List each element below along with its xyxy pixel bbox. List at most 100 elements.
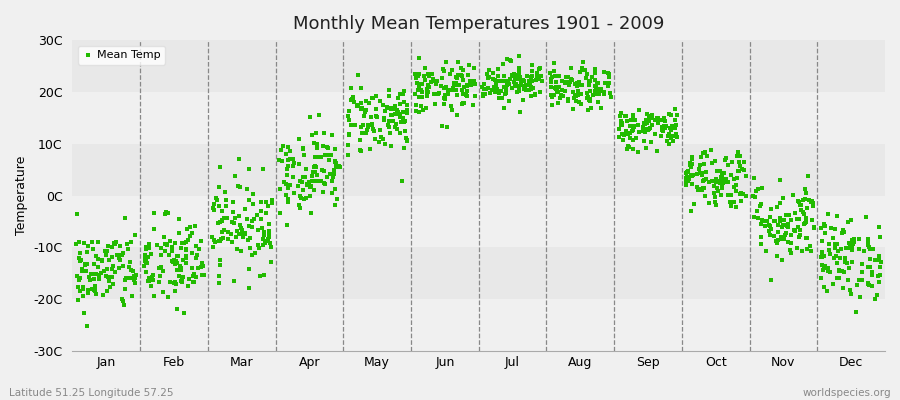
- Mean Temp: [273, 186, 287, 192]
- Mean Temp: [443, 71, 457, 77]
- Mean Temp: [194, 260, 209, 267]
- Mean Temp: [116, 298, 130, 304]
- Mean Temp: [323, 152, 338, 158]
- Mean Temp: [71, 284, 86, 291]
- Mean Temp: [457, 100, 472, 106]
- Mean Temp: [459, 92, 473, 98]
- Mean Temp: [726, 184, 741, 190]
- Mean Temp: [171, 253, 185, 260]
- Mean Temp: [733, 163, 747, 170]
- Legend: Mean Temp: Mean Temp: [78, 46, 165, 64]
- Title: Monthly Mean Temperatures 1901 - 2009: Monthly Mean Temperatures 1901 - 2009: [293, 15, 664, 33]
- Mean Temp: [229, 234, 243, 240]
- Mean Temp: [614, 118, 628, 124]
- Mean Temp: [424, 79, 438, 86]
- Mean Temp: [640, 126, 654, 132]
- Mean Temp: [476, 91, 491, 97]
- Mean Temp: [455, 67, 470, 74]
- Mean Temp: [601, 82, 616, 88]
- Mean Temp: [796, 197, 811, 204]
- Mean Temp: [167, 279, 182, 286]
- Mean Temp: [747, 214, 761, 220]
- Mean Temp: [638, 145, 652, 152]
- Mean Temp: [446, 85, 461, 92]
- Mean Temp: [816, 253, 831, 259]
- Mean Temp: [603, 94, 617, 100]
- Mean Temp: [138, 254, 152, 260]
- Mean Temp: [682, 162, 697, 168]
- Mean Temp: [479, 86, 493, 92]
- Mean Temp: [806, 225, 821, 231]
- Mean Temp: [408, 71, 422, 78]
- Mean Temp: [281, 184, 295, 191]
- Mean Temp: [323, 170, 338, 177]
- Mean Temp: [189, 242, 203, 249]
- Mean Temp: [426, 76, 440, 82]
- Mean Temp: [107, 241, 122, 248]
- Mean Temp: [170, 260, 184, 267]
- Mean Temp: [264, 258, 278, 265]
- Mean Temp: [122, 259, 137, 265]
- Mean Temp: [527, 91, 542, 98]
- Mean Temp: [476, 86, 491, 92]
- Mean Temp: [212, 184, 226, 190]
- Mean Temp: [759, 248, 773, 254]
- Mean Temp: [686, 172, 700, 178]
- Mean Temp: [70, 273, 85, 279]
- Mean Temp: [502, 75, 517, 82]
- Mean Temp: [295, 178, 310, 185]
- Mean Temp: [428, 101, 442, 107]
- Mean Temp: [762, 214, 777, 220]
- Mean Temp: [416, 106, 430, 113]
- Mean Temp: [320, 145, 335, 152]
- Mean Temp: [715, 183, 729, 189]
- Mean Temp: [78, 262, 93, 269]
- Mean Temp: [99, 272, 113, 279]
- Mean Temp: [818, 230, 832, 236]
- Mean Temp: [397, 144, 411, 151]
- Mean Temp: [297, 152, 311, 158]
- Mean Temp: [209, 195, 223, 202]
- Mean Temp: [415, 81, 429, 88]
- Mean Temp: [241, 236, 256, 243]
- Mean Temp: [690, 184, 705, 190]
- Mean Temp: [524, 93, 538, 100]
- Mean Temp: [368, 106, 382, 113]
- Mean Temp: [315, 167, 329, 174]
- Mean Temp: [669, 122, 683, 129]
- Mean Temp: [397, 119, 411, 125]
- Mean Temp: [863, 256, 878, 262]
- Mean Temp: [549, 84, 563, 90]
- Mean Temp: [166, 259, 181, 266]
- Mean Temp: [521, 78, 535, 84]
- Mean Temp: [618, 113, 633, 119]
- Mean Temp: [544, 84, 558, 91]
- Mean Temp: [420, 90, 435, 96]
- Mean Temp: [258, 210, 273, 216]
- Mean Temp: [601, 83, 616, 89]
- Mean Temp: [778, 232, 793, 238]
- Mean Temp: [863, 246, 878, 252]
- Mean Temp: [96, 268, 111, 274]
- Mean Temp: [374, 134, 389, 140]
- Mean Temp: [783, 247, 797, 253]
- Mean Temp: [565, 88, 580, 95]
- Mean Temp: [303, 183, 318, 189]
- Mean Temp: [140, 244, 154, 250]
- Mean Temp: [327, 170, 341, 177]
- Mean Temp: [226, 199, 240, 205]
- Mean Temp: [224, 230, 238, 237]
- Mean Temp: [498, 90, 512, 97]
- Mean Temp: [251, 241, 266, 248]
- Mean Temp: [437, 92, 452, 98]
- Mean Temp: [118, 286, 132, 292]
- Mean Temp: [454, 72, 468, 78]
- Mean Temp: [412, 55, 427, 62]
- Mean Temp: [225, 239, 239, 245]
- Mean Temp: [302, 184, 317, 190]
- Mean Temp: [852, 277, 867, 284]
- Mean Temp: [94, 256, 109, 263]
- Mean Temp: [817, 284, 832, 290]
- Mean Temp: [873, 272, 887, 278]
- Mean Temp: [281, 199, 295, 205]
